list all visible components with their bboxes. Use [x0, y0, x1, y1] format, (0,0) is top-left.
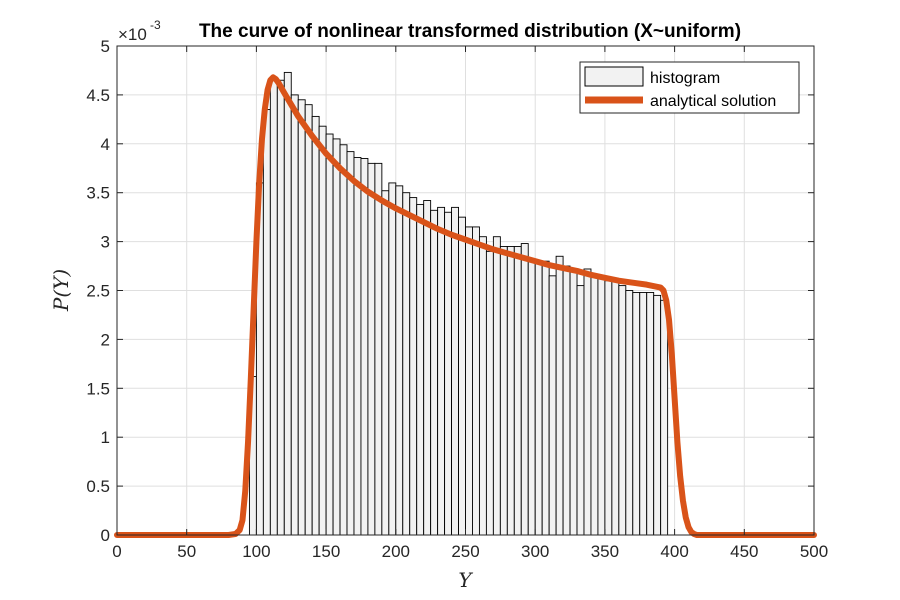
- legend: histogram analytical solution: [580, 62, 799, 113]
- x-tick-label: 350: [591, 542, 619, 561]
- x-tick-label: 300: [521, 542, 549, 561]
- histogram-bar: [298, 100, 305, 535]
- histogram-bar: [396, 186, 403, 535]
- histogram-bar: [619, 286, 626, 535]
- histogram-bar: [472, 227, 479, 535]
- x-tick-label: 500: [800, 542, 828, 561]
- histogram-bar: [270, 78, 277, 535]
- y-tick-label: 1.5: [86, 379, 110, 398]
- histogram-bar: [507, 246, 514, 535]
- x-tick-label: 150: [312, 542, 340, 561]
- histogram-bar: [319, 126, 326, 535]
- histogram-bar: [654, 295, 661, 535]
- y-axis-label: P(Y): [49, 269, 73, 312]
- histogram-bar: [633, 292, 640, 535]
- histogram-bar: [640, 292, 647, 535]
- histogram-bar: [340, 145, 347, 535]
- histogram-bar: [577, 286, 584, 535]
- histogram-bar: [347, 152, 354, 535]
- histogram-bar: [263, 110, 270, 535]
- histogram-bar: [417, 204, 424, 535]
- y-tick-label: 4.5: [86, 86, 110, 105]
- legend-analytical-label: analytical solution: [650, 93, 776, 110]
- histogram-bar: [452, 207, 459, 535]
- x-tick-label: 400: [660, 542, 688, 561]
- x-tick-label: 250: [451, 542, 479, 561]
- legend-histogram-swatch: [585, 67, 643, 86]
- histogram-bar: [284, 72, 291, 535]
- histogram-bar: [431, 210, 438, 535]
- histogram-bar: [612, 281, 619, 535]
- histogram-bar: [486, 251, 493, 535]
- y-exponent-base: ×10: [118, 25, 147, 44]
- histogram-bar: [493, 237, 500, 535]
- histogram-bar: [361, 158, 368, 535]
- histogram-bar: [626, 291, 633, 536]
- histogram-bar: [333, 139, 340, 535]
- histogram-bar: [277, 80, 284, 535]
- histogram-bar: [528, 261, 535, 535]
- histogram-bar: [403, 193, 410, 535]
- y-tick-label: 5: [101, 37, 110, 56]
- histogram-bar: [563, 266, 570, 535]
- histogram-bar: [535, 261, 542, 535]
- histogram-bar: [591, 276, 598, 535]
- y-tick-label: 3.5: [86, 184, 110, 203]
- histogram-bar: [326, 134, 333, 535]
- histogram-bar: [382, 191, 389, 535]
- histogram-bar: [542, 261, 549, 535]
- x-axis-label: Y: [458, 568, 473, 592]
- histogram-bar: [647, 292, 654, 535]
- x-tick-label: 50: [177, 542, 196, 561]
- histogram-bar: [375, 163, 382, 535]
- histogram-bar: [368, 163, 375, 535]
- histogram-bar: [521, 244, 528, 535]
- histogram-bar: [459, 217, 466, 535]
- histogram-bar: [410, 198, 417, 535]
- histogram-bar: [438, 207, 445, 535]
- histogram-bar: [354, 157, 361, 535]
- histogram-bar: [291, 95, 298, 535]
- histogram-bar: [549, 276, 556, 535]
- histogram-bar: [661, 300, 668, 535]
- histogram-bar: [305, 105, 312, 535]
- histogram-bar: [584, 269, 591, 535]
- chart-title: The curve of nonlinear transformed distr…: [199, 21, 741, 42]
- histogram-bar: [605, 281, 612, 535]
- y-tick-label: 3: [101, 233, 110, 252]
- x-tick-label: 0: [112, 542, 121, 561]
- y-exponent-power: -3: [150, 18, 161, 32]
- y-tick-label: 1: [101, 428, 110, 447]
- y-tick-label: 4: [101, 135, 110, 154]
- histogram-bar: [312, 116, 319, 535]
- y-tick-label: 0.5: [86, 477, 110, 496]
- x-tick-label: 100: [242, 542, 270, 561]
- histogram-bar: [424, 201, 431, 535]
- legend-histogram-label: histogram: [650, 70, 720, 87]
- histogram-bar: [556, 256, 563, 535]
- histogram-bar: [445, 212, 452, 535]
- histogram-bar: [570, 271, 577, 535]
- y-tick-label: 2.5: [86, 282, 110, 301]
- histogram-bar: [479, 237, 486, 535]
- histogram-bar: [598, 276, 605, 535]
- histogram-bar: [500, 246, 507, 535]
- y-tick-label: 0: [101, 526, 110, 545]
- histogram-bar: [389, 183, 396, 535]
- y-tick-label: 2: [101, 330, 110, 349]
- x-tick-label: 450: [730, 542, 758, 561]
- histogram-bar: [466, 227, 473, 535]
- histogram-bar: [514, 246, 521, 535]
- x-tick-label: 200: [382, 542, 410, 561]
